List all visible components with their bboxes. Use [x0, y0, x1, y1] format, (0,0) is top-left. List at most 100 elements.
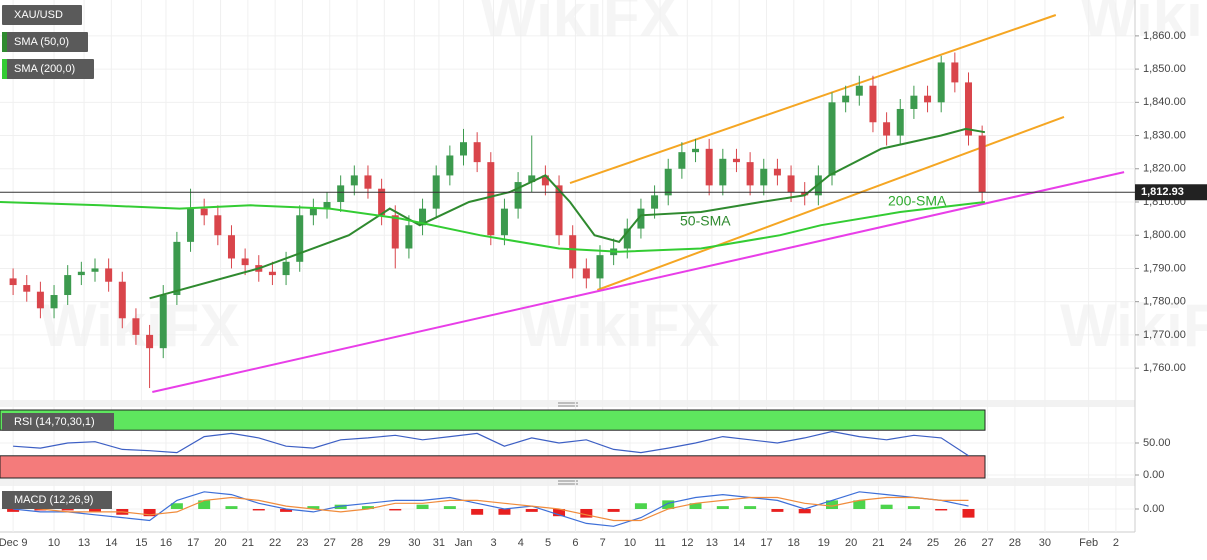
candle-body [910, 95, 918, 109]
y-tick-label: 1,780.00 [1143, 296, 1186, 308]
candle-body [446, 155, 454, 176]
candle-body [337, 185, 345, 202]
candle-body [582, 268, 590, 279]
candle-body [951, 62, 959, 83]
candle-body [227, 235, 235, 259]
histogram-bar [143, 509, 156, 517]
candle-body [883, 122, 891, 136]
x-tick-label: 10 [48, 537, 60, 549]
x-tick-label: 30 [408, 537, 420, 549]
histogram-bar [498, 509, 511, 515]
candle-body [419, 208, 427, 226]
legend-box [2, 59, 94, 79]
x-tick-label: 22 [269, 537, 281, 549]
candle-body [719, 158, 727, 186]
histogram-bar [853, 500, 866, 509]
trend-line [569, 14, 1057, 185]
candle-body [105, 268, 113, 282]
panel-divider [0, 478, 1135, 486]
candle-body [787, 175, 795, 193]
histogram-bar [662, 500, 675, 509]
candle-body [842, 95, 850, 103]
x-tick-label: 14 [105, 537, 117, 549]
x-tick-label: 14 [733, 537, 745, 549]
last-price-tag [1135, 184, 1207, 201]
histogram-bar [716, 506, 729, 509]
legend-box [2, 32, 88, 52]
candle-body [596, 255, 604, 279]
candle-body [364, 175, 372, 189]
histogram-bar [962, 509, 975, 518]
candle-body [705, 148, 713, 186]
legend-label: SMA (200,0) [14, 63, 75, 75]
x-tick-label: 10 [624, 537, 636, 549]
histogram-bar [252, 509, 265, 511]
indicator-label-box [2, 491, 112, 509]
candle-body [173, 241, 181, 296]
candle-body [541, 175, 549, 186]
histogram-bar [525, 509, 538, 512]
x-tick-label: 3 [490, 537, 496, 549]
candle-body [146, 334, 154, 349]
candle-body [855, 85, 863, 96]
histogram-bar [798, 509, 811, 514]
candle-body [405, 225, 413, 249]
x-tick-label: 29 [378, 537, 390, 549]
x-tick-label: 23 [296, 537, 308, 549]
x-tick-label: 28 [351, 537, 363, 549]
histogram-bar [634, 503, 647, 509]
candle-body [964, 82, 972, 136]
candle-body [64, 275, 72, 296]
x-tick-label: 16 [160, 537, 172, 549]
candle-body [514, 182, 522, 209]
histogram-bar [170, 503, 183, 509]
candle-body [282, 261, 290, 276]
watermark: WikiFX [40, 292, 239, 359]
candle-body [869, 85, 877, 123]
candle-body [268, 271, 276, 276]
y-tick-label: 1,850.00 [1143, 63, 1186, 75]
candle-body [828, 102, 836, 176]
y-tick-label: 50.00 [1143, 437, 1171, 449]
x-tick-label: 13 [78, 537, 90, 549]
legend-box [2, 5, 82, 25]
legend-swatch [2, 32, 7, 52]
candle-body [473, 142, 481, 163]
x-tick-label: 27 [324, 537, 336, 549]
sma-line [0, 201, 986, 253]
candle-body [637, 208, 645, 229]
x-tick-label: 20 [214, 537, 226, 549]
x-tick-label: 18 [788, 537, 800, 549]
candle-body [746, 162, 754, 186]
histogram-bar [771, 509, 784, 512]
y-tick-label: 1,860.00 [1143, 30, 1186, 42]
x-tick-label: 30 [1039, 537, 1051, 549]
histogram-bar [553, 509, 566, 517]
candle-body [937, 62, 945, 103]
x-tick-label: Jan [455, 537, 473, 549]
x-tick-label: 5 [545, 537, 551, 549]
candle-body [623, 228, 631, 249]
legend-label: SMA (50,0) [14, 36, 69, 48]
candle-body [159, 295, 167, 349]
candle-body [732, 158, 740, 163]
candle-body [118, 281, 126, 319]
y-tick-label: 0.00 [1143, 469, 1164, 481]
candle-body [200, 208, 208, 216]
candle-body [187, 208, 195, 242]
candle-body [664, 168, 672, 196]
x-tick-label: Feb [1079, 537, 1098, 549]
y-tick-label: 1,820.00 [1143, 163, 1186, 175]
histogram-bar [389, 509, 402, 511]
candle-body [23, 285, 31, 292]
x-tick-label: 27 [981, 537, 993, 549]
histogram-bar [34, 509, 47, 511]
candle-body [350, 175, 358, 186]
histogram-bar [88, 509, 101, 512]
candle-body [309, 208, 317, 216]
candle-body [896, 108, 904, 136]
x-tick-label: 6 [572, 537, 578, 549]
candle-body [214, 215, 222, 236]
signal-line [13, 496, 969, 522]
watermark: WikiFX [520, 292, 719, 359]
